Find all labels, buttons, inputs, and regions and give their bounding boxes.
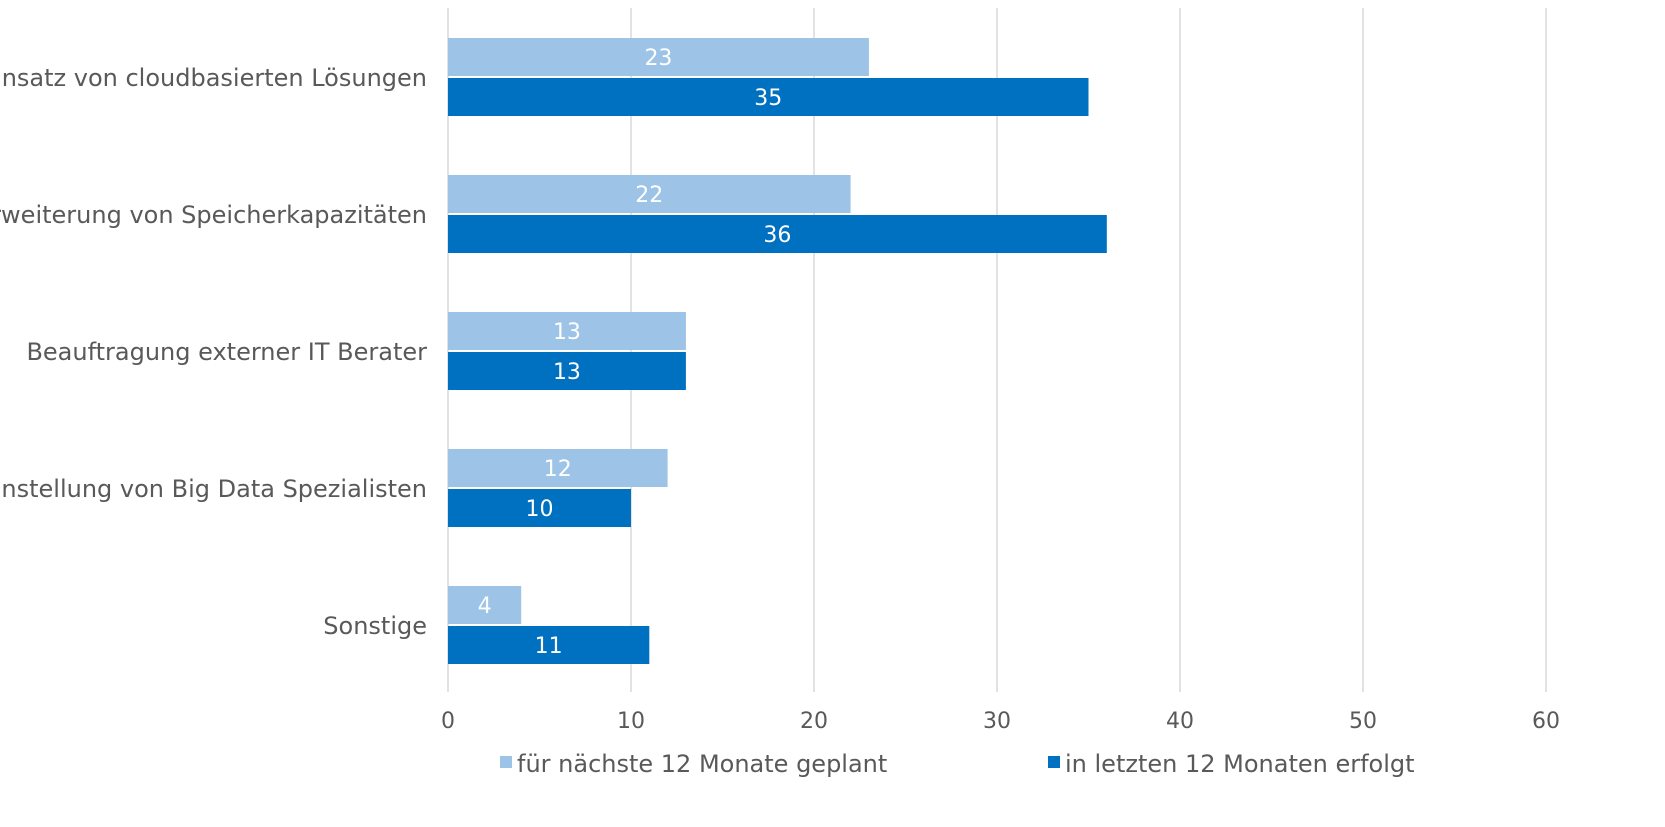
bar xyxy=(448,489,631,527)
legend-label: für nächste 12 Monate geplant xyxy=(517,750,887,778)
data-label: 12 xyxy=(544,457,572,482)
legend: für nächste 12 Monate geplant in letzten … xyxy=(500,750,1415,778)
bar xyxy=(448,626,650,664)
data-label: 23 xyxy=(644,46,672,71)
category-label: Erweiterung von Speicherkapazitäten xyxy=(0,201,427,229)
x-axis-ticks: 0 10 20 30 40 50 60 xyxy=(441,709,1560,734)
bar xyxy=(448,352,686,390)
x-tick-label: 30 xyxy=(983,709,1011,734)
data-label: 36 xyxy=(763,223,791,248)
x-tick-label: 60 xyxy=(1532,709,1560,734)
category-label: Sonstige xyxy=(323,612,427,640)
bar xyxy=(448,78,1089,116)
x-tick-label: 40 xyxy=(1166,709,1194,734)
data-label: 35 xyxy=(754,86,782,111)
bar xyxy=(448,175,851,213)
x-tick-label: 20 xyxy=(800,709,828,734)
data-label: 4 xyxy=(478,594,492,619)
bar xyxy=(448,449,668,487)
gridlines xyxy=(447,8,1547,692)
data-label: 13 xyxy=(553,360,581,385)
data-label: 22 xyxy=(635,183,663,208)
bar xyxy=(448,586,522,624)
category-label: Beauftragung externer IT Berater xyxy=(26,338,427,366)
bar xyxy=(448,215,1107,253)
data-label: 13 xyxy=(553,320,581,345)
bar xyxy=(448,38,869,76)
category-labels: Einsatz von cloudbasierten Lösungen Erwei… xyxy=(0,64,427,640)
category-label: Einstellung von Big Data Spezialisten xyxy=(0,475,427,503)
data-label: 10 xyxy=(526,497,554,522)
x-tick-label: 0 xyxy=(441,709,455,734)
bar xyxy=(448,312,686,350)
category-label: Einsatz von cloudbasierten Lösungen xyxy=(0,64,427,92)
legend-swatch xyxy=(1048,756,1060,768)
legend-swatch xyxy=(500,756,512,768)
x-tick-label: 50 xyxy=(1349,709,1377,734)
legend-label: in letzten 12 Monaten erfolgt xyxy=(1065,750,1415,778)
data-label: 11 xyxy=(535,634,563,659)
bars: 23 35 22 36 13 13 12 10 4 11 xyxy=(448,38,1107,664)
x-tick-label: 10 xyxy=(617,709,645,734)
